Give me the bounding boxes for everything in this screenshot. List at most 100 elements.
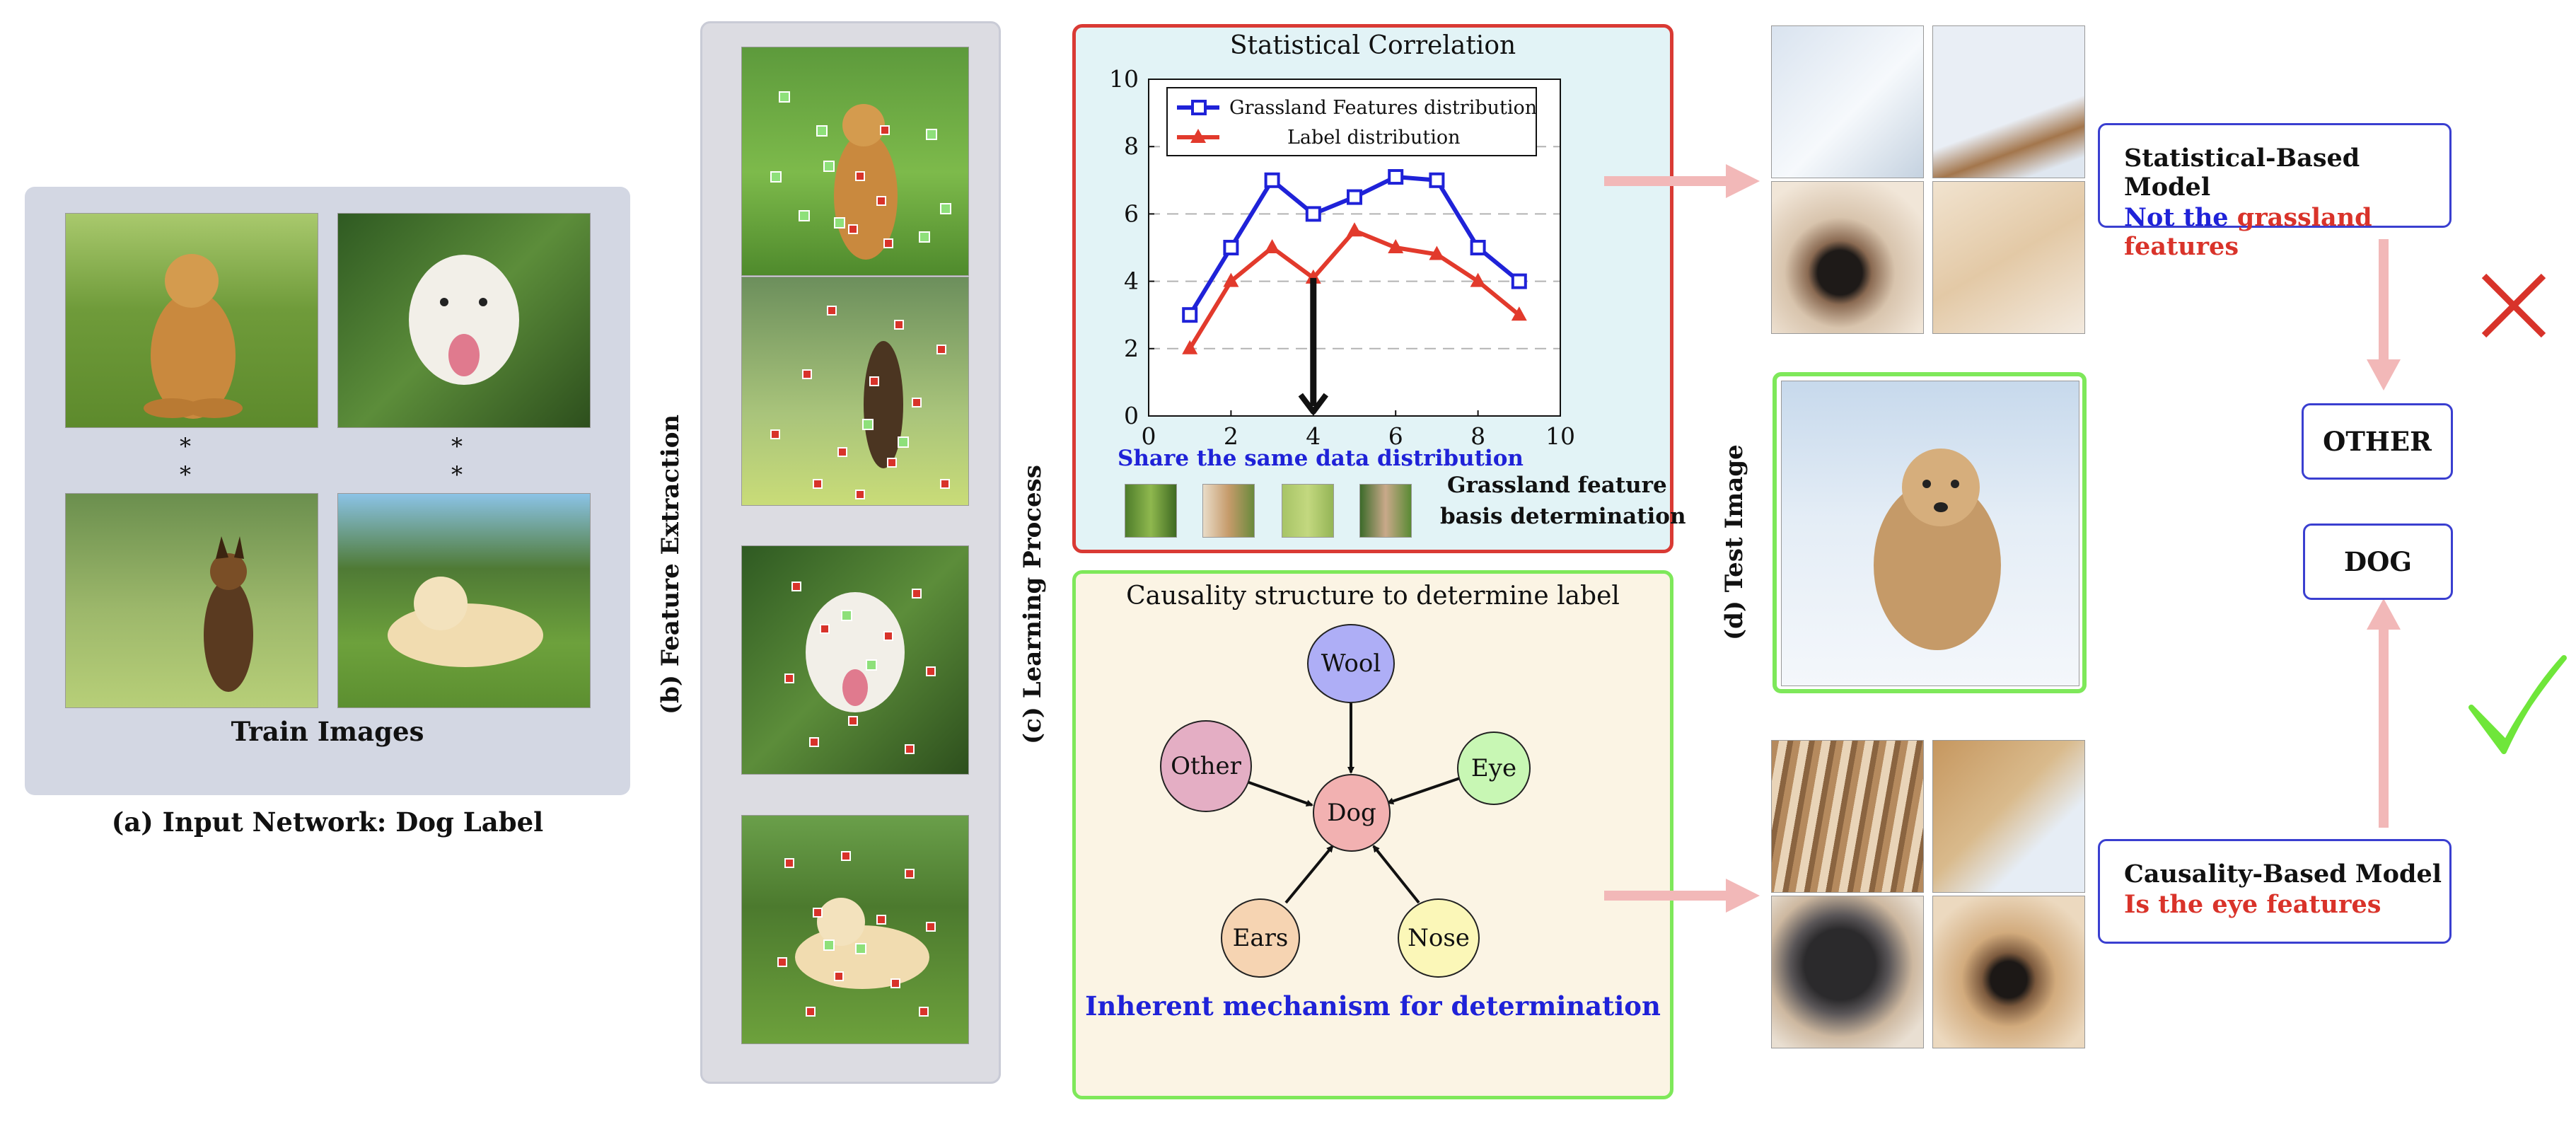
other-label-box: OTHER [2302,403,2453,480]
y-tick-label: 6 [1124,199,1139,227]
dog-label-box: DOG [2303,524,2453,600]
node-nose-label: Nose [1408,924,1470,952]
grassland-note-line-1: Grassland feature [1447,473,1667,498]
feature-image-3 [741,545,969,775]
arrow-causal-model-to-dog [2367,598,2401,828]
test-patch-nose [1771,896,1924,1048]
plot-frame [1148,79,1561,417]
correct-mark-icon [2468,655,2567,754]
edge-eye-dog [1386,777,1461,805]
node-ears-label: Ears [1232,924,1289,952]
series-point-0 [1347,189,1362,205]
node-wool-label: Wool [1321,649,1381,678]
test-patch-ear [1932,740,2085,893]
grassland-note-line-2: basis determination [1440,504,1686,529]
ellipsis-mark: * [180,433,191,460]
test-patch-fur-2 [1771,740,1924,893]
train-image-dog-sitting [65,213,318,428]
test-patch-snow-1 [1771,25,1924,178]
other-label-text: OTHER [2323,426,2432,457]
causality-model-box: Causality-Based Model Is the eye feature… [2098,839,2452,944]
legend-swatch-marker [1191,100,1207,115]
series-point-1 [1305,269,1321,284]
grass-patch-1 [1125,484,1177,538]
legend-entry-0: Grassland Features distribution [1229,97,1537,119]
series-point-0 [1223,240,1239,255]
series-point-0 [1511,273,1527,289]
node-other-label: Other [1171,752,1241,780]
node-eye: Eye [1457,731,1531,805]
panel-a-caption: (a) Input Network: Dog Label [111,806,544,838]
test-image-dog-in-snow [1781,381,2079,686]
train-images-label: Train Images [231,716,424,747]
statistical-correlation-title: Statistical Correlation [1229,31,1516,60]
train-image-dog-lying [337,493,591,708]
share-distribution-text: Share the same data distribution [1118,446,1524,471]
grass-patch-2 [1202,484,1255,538]
y-tick-label: 2 [1124,335,1139,362]
legend-entry-1: Label distribution [1287,127,1460,149]
test-patch-eye-1 [1771,181,1924,334]
series-point-1 [1264,239,1280,253]
edge-nose-dog [1372,845,1420,904]
grass-patch-4 [1359,484,1412,538]
series-point-1 [1388,239,1404,253]
test-patch-snow-fur [1932,25,2085,178]
node-dog: Dog [1313,774,1391,852]
arrow-causal-to-patches [1604,879,1760,913]
series-point-1 [1347,222,1362,237]
series-point-0 [1470,240,1486,255]
legend-box [1166,87,1537,156]
causality-model-title: Causality-Based Model [2124,860,2442,889]
x-tick-label: 2 [1224,422,1238,450]
dog-label-text: DOG [2344,546,2412,577]
grass-patch-3 [1282,484,1334,538]
y-tick-label: 0 [1124,402,1139,429]
ellipsis-mark: * [451,433,463,460]
statistical-model-result: Not the grassland features [2124,203,2449,261]
node-ears: Ears [1221,898,1300,978]
test-patch-eye-2 [1932,896,2085,1048]
legend-swatch-marker [1190,129,1206,143]
feature-image-2 [741,277,969,506]
feature-image-1 [741,47,969,276]
annotation-arrow-head [1298,393,1329,415]
x-tick-label: 10 [1545,422,1575,450]
y-tick-label: 10 [1109,65,1139,93]
series-point-0 [1429,172,1445,188]
wrong-mark-icon [2481,273,2546,338]
node-other: Other [1160,720,1252,812]
feature-image-4 [741,815,969,1044]
edge-other-dog [1246,780,1313,807]
x-tick-label: 0 [1142,422,1156,450]
x-tick-label: 8 [1470,422,1485,450]
statistical-model-box: Statistical-Based Model Not the grasslan… [2098,123,2452,261]
arrow-stat-to-patches [1604,164,1760,198]
causality-structure-title: Causality structure to determine label [1126,582,1620,611]
node-wool: Wool [1307,624,1395,703]
train-image-dog-grass-closeup [337,213,591,428]
statistical-model-result-highlight: grassland features [2124,203,2372,261]
series-point-0 [1388,169,1404,185]
statistical-model-result-prefix: Not the [2124,203,2229,232]
ellipsis-mark: * [180,461,191,488]
series-point-1 [1223,272,1239,287]
x-tick-label: 6 [1388,422,1403,450]
inherent-mechanism-text: Inherent mechanism for determination [1085,990,1661,1022]
series-point-1 [1429,245,1445,260]
edge-ears-dog [1284,845,1334,904]
y-tick-label: 8 [1124,132,1139,160]
node-nose: Nose [1398,898,1480,978]
node-dog-label: Dog [1327,799,1376,827]
correlation-line-chart: 0 2 4 6 8 10 0 2 4 6 8 10 Grassland Features distrib… [1109,65,1575,450]
y-tick-label: 4 [1124,267,1139,295]
test-patch-fur-1 [1932,181,2085,334]
series-point-0 [1305,206,1321,222]
x-tick-label: 4 [1306,422,1321,450]
train-image-shepherd-dog [65,493,318,708]
ellipsis-mark: * [451,461,463,488]
series-point-0 [1264,172,1280,188]
node-eye-label: Eye [1470,754,1517,782]
